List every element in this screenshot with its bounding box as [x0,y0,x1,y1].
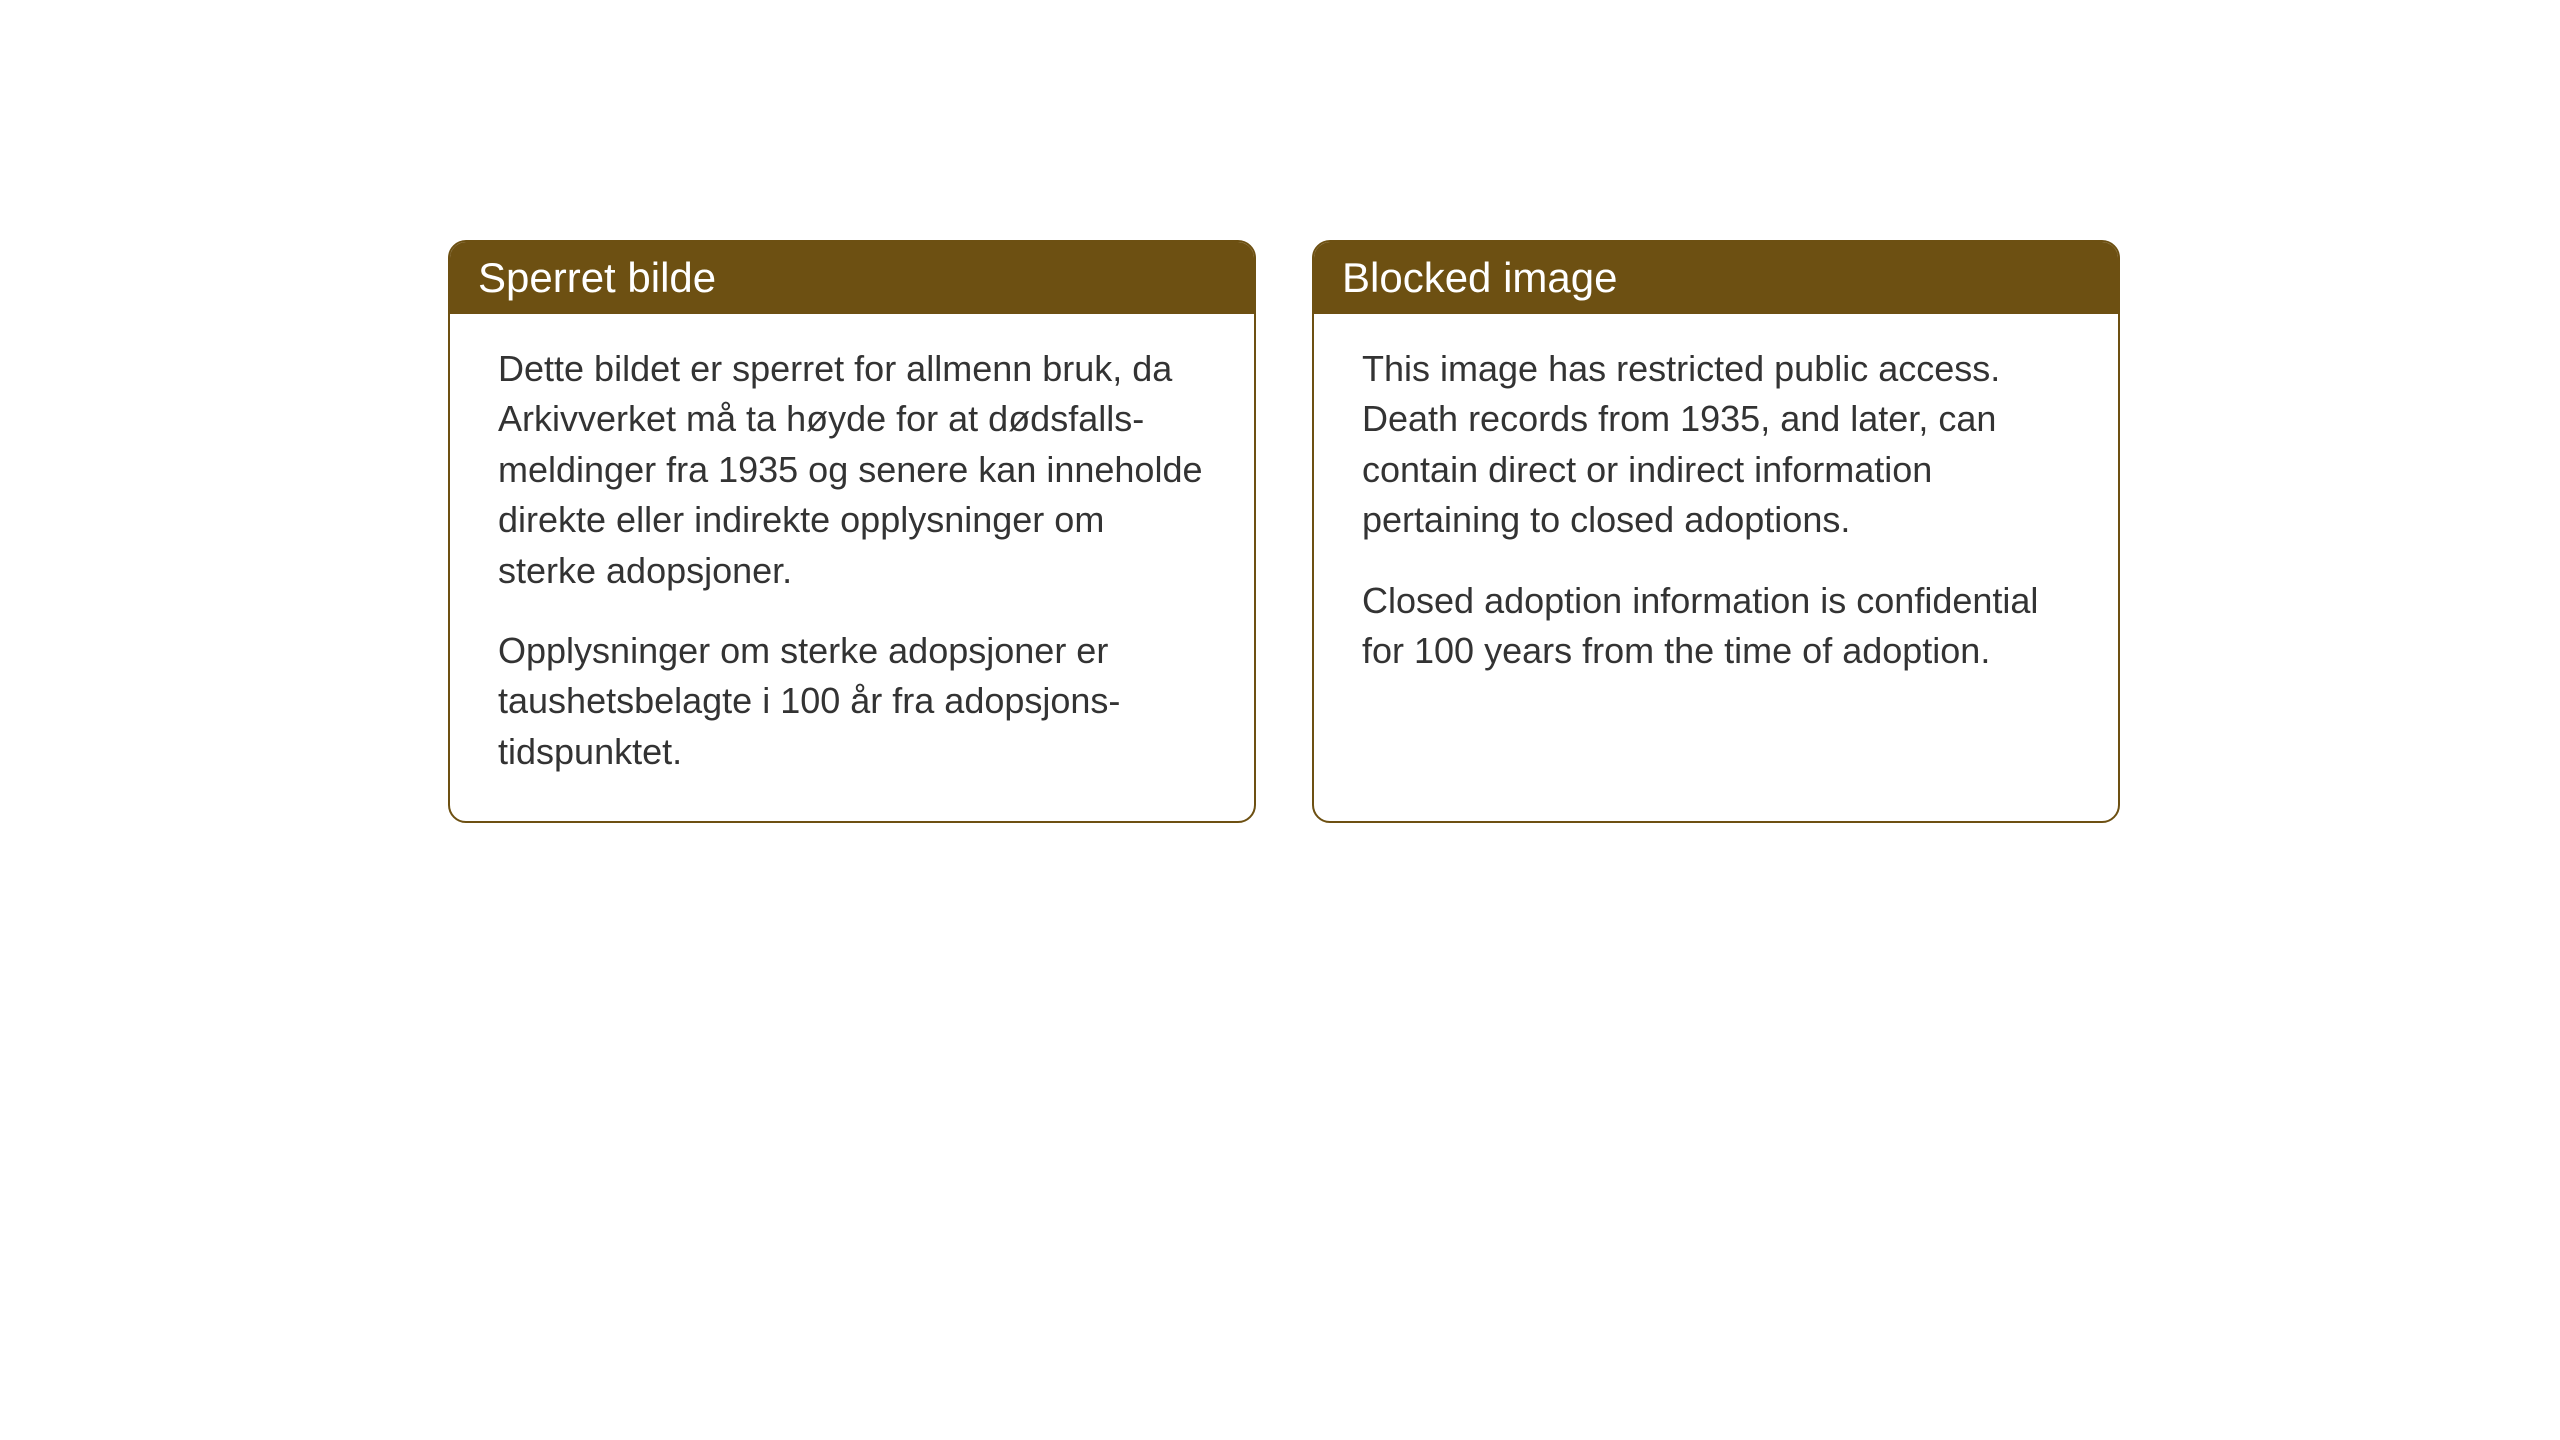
paragraph-english-1: This image has restricted public access.… [1362,344,2070,546]
notice-container: Sperret bilde Dette bildet er sperret fo… [448,240,2120,823]
card-title-norwegian: Sperret bilde [478,254,716,301]
card-body-norwegian: Dette bildet er sperret for allmenn bruk… [450,314,1254,821]
card-title-english: Blocked image [1342,254,1617,301]
paragraph-norwegian-1: Dette bildet er sperret for allmenn bruk… [498,344,1206,596]
paragraph-english-2: Closed adoption information is confident… [1362,576,2070,677]
notice-card-english: Blocked image This image has restricted … [1312,240,2120,823]
paragraph-norwegian-2: Opplysninger om sterke adopsjoner er tau… [498,626,1206,777]
card-header-norwegian: Sperret bilde [450,242,1254,314]
notice-card-norwegian: Sperret bilde Dette bildet er sperret fo… [448,240,1256,823]
card-header-english: Blocked image [1314,242,2118,314]
card-body-english: This image has restricted public access.… [1314,314,2118,748]
